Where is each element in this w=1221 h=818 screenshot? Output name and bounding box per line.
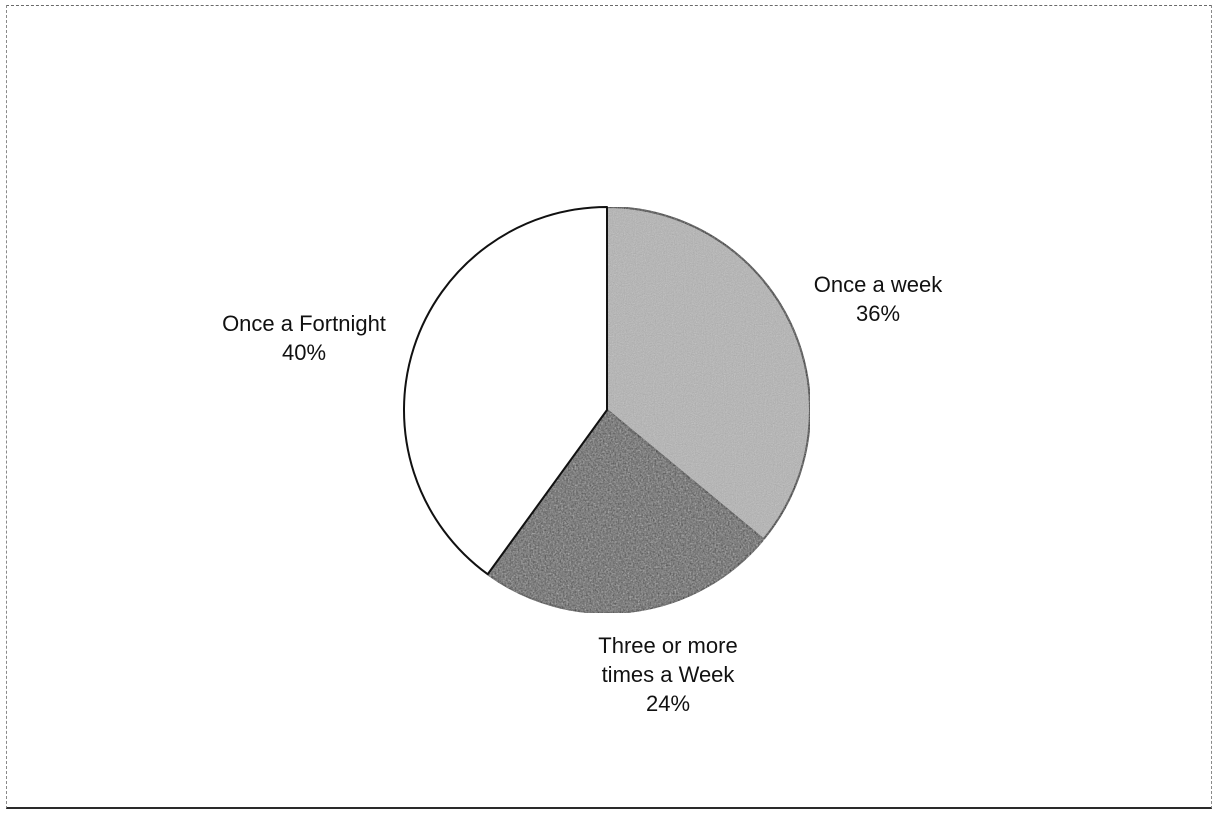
slice-label-once-a-week: Once a week 36% [814, 272, 943, 326]
slice-label-once-a-fortnight: Once a Fortnight 40% [222, 311, 386, 365]
slice-label-three-or-more-times-a-week: Three or more times a Week 24% [598, 633, 737, 716]
slice-name-three-or-more-times-a-week: times a Week [602, 662, 736, 687]
pie-slices [403, 206, 811, 614]
slice-name-three-or-more-times-a-week: Three or more [598, 633, 737, 658]
slice-name-once-a-fortnight: Once a Fortnight [222, 311, 386, 336]
chart-frame [6, 5, 1212, 809]
slice-percent-once-a-fortnight: 40% [282, 340, 326, 365]
pie-slice-once-a-week [606, 206, 811, 541]
pie-labels: Once a week 36% Three or more times a Week 2… [222, 272, 943, 716]
pie-slice-three-or-more-times-a-week [486, 409, 765, 614]
slice-name-once-a-week: Once a week [814, 272, 943, 297]
pie-slice-once-a-fortnight [403, 206, 608, 576]
slice-percent-once-a-week: 36% [856, 301, 900, 326]
slice-percent-three-or-more-times-a-week: 24% [646, 691, 690, 716]
